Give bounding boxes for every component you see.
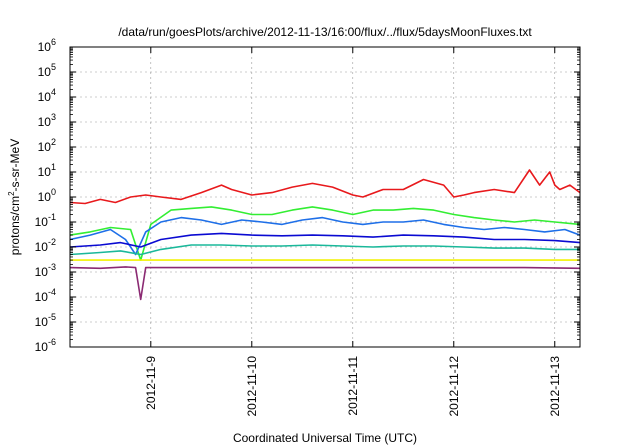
series-line-2 bbox=[69, 206, 581, 261]
y-tick-label-base: 10 bbox=[38, 90, 52, 104]
y-tick-label-exp: -1 bbox=[48, 212, 56, 222]
y-tick-label-exp: -5 bbox=[48, 312, 56, 322]
y-tick-label-exp: 0 bbox=[51, 187, 56, 197]
y-tick-label-exp: 5 bbox=[51, 62, 56, 72]
y-tick-label-base: 10 bbox=[35, 215, 49, 229]
x-axis: 2012-11-9 2012-11-10 2012-11-11 2012-11-12 2… bbox=[144, 47, 562, 417]
y-tick-label-base: 10 bbox=[35, 265, 49, 279]
y-tick-label-base: 10 bbox=[38, 140, 52, 154]
y-tick-label: 10-3 bbox=[35, 262, 56, 279]
y-tick-label-base: 10 bbox=[35, 240, 49, 254]
y-tick-label: 10-4 bbox=[35, 287, 56, 304]
y-tick-label-base: 10 bbox=[38, 40, 52, 54]
y-tick-label: 10-6 bbox=[35, 337, 56, 354]
x-tick-label: 2012-11-10 bbox=[245, 356, 259, 417]
y-tick-label: 102 bbox=[38, 137, 56, 154]
y-tick-label-base: 10 bbox=[35, 290, 49, 304]
y-tick-label-exp: 4 bbox=[51, 87, 56, 97]
y-tick-label: 103 bbox=[38, 112, 56, 129]
y-tick-label-exp: 2 bbox=[51, 137, 56, 147]
y-tick-label: 106 bbox=[38, 37, 56, 54]
grid bbox=[70, 47, 580, 347]
y-axis-label-prefix: protons/cm bbox=[8, 196, 22, 255]
x-tick-label: 2012-11-12 bbox=[447, 356, 461, 417]
series-line-4 bbox=[69, 232, 581, 248]
series-group bbox=[69, 169, 581, 301]
y-tick-label-exp: 3 bbox=[51, 112, 56, 122]
y-tick-label: 101 bbox=[38, 162, 56, 179]
y-tick-label-base: 10 bbox=[38, 65, 52, 79]
x-tick-label: 2012-11-11 bbox=[346, 356, 360, 416]
y-tick-label-base: 10 bbox=[35, 315, 49, 329]
y-tick-label: 104 bbox=[38, 87, 56, 104]
y-axis-label-sup: 2 bbox=[7, 191, 16, 196]
series-line-5 bbox=[69, 244, 580, 256]
y-tick-label-exp: 1 bbox=[51, 162, 56, 172]
chart-title: /data/run/goesPlots/archive/2012-11-13/1… bbox=[118, 25, 532, 39]
y-tick-label-base: 10 bbox=[38, 165, 52, 179]
y-tick-label-exp: -2 bbox=[48, 237, 56, 247]
series-line-3 bbox=[69, 216, 581, 256]
x-tick-label: 2012-11-9 bbox=[144, 356, 158, 410]
y-tick-label: 10-2 bbox=[35, 237, 56, 254]
x-axis-label: Coordinated Universal Time (UTC) bbox=[233, 431, 417, 445]
y-tick-label-exp: 6 bbox=[51, 37, 56, 47]
y-tick-label-exp: -4 bbox=[48, 287, 56, 297]
y-tick-label-base: 10 bbox=[38, 190, 52, 204]
y-tick-label-base: 10 bbox=[35, 340, 49, 354]
y-tick-label: 105 bbox=[38, 62, 56, 79]
y-tick-label: 100 bbox=[38, 187, 56, 204]
x-tick-label: 2012-11-13 bbox=[548, 356, 562, 417]
y-tick-label: 10-1 bbox=[35, 212, 56, 229]
series-line-1 bbox=[69, 169, 581, 205]
y-axis-label-suffix: -s-sr-MeV bbox=[8, 139, 22, 192]
y-tick-label-base: 10 bbox=[38, 115, 52, 129]
y-axis-label: protons/cm2-s-sr-MeV bbox=[7, 139, 22, 255]
y-axis: 10610510410310210110010-110-210-310-410-… bbox=[35, 37, 580, 354]
series-line-7 bbox=[69, 266, 581, 301]
y-tick-label-exp: -3 bbox=[48, 262, 56, 272]
y-tick-label-exp: -6 bbox=[48, 337, 56, 347]
y-tick-label: 10-5 bbox=[35, 312, 56, 329]
